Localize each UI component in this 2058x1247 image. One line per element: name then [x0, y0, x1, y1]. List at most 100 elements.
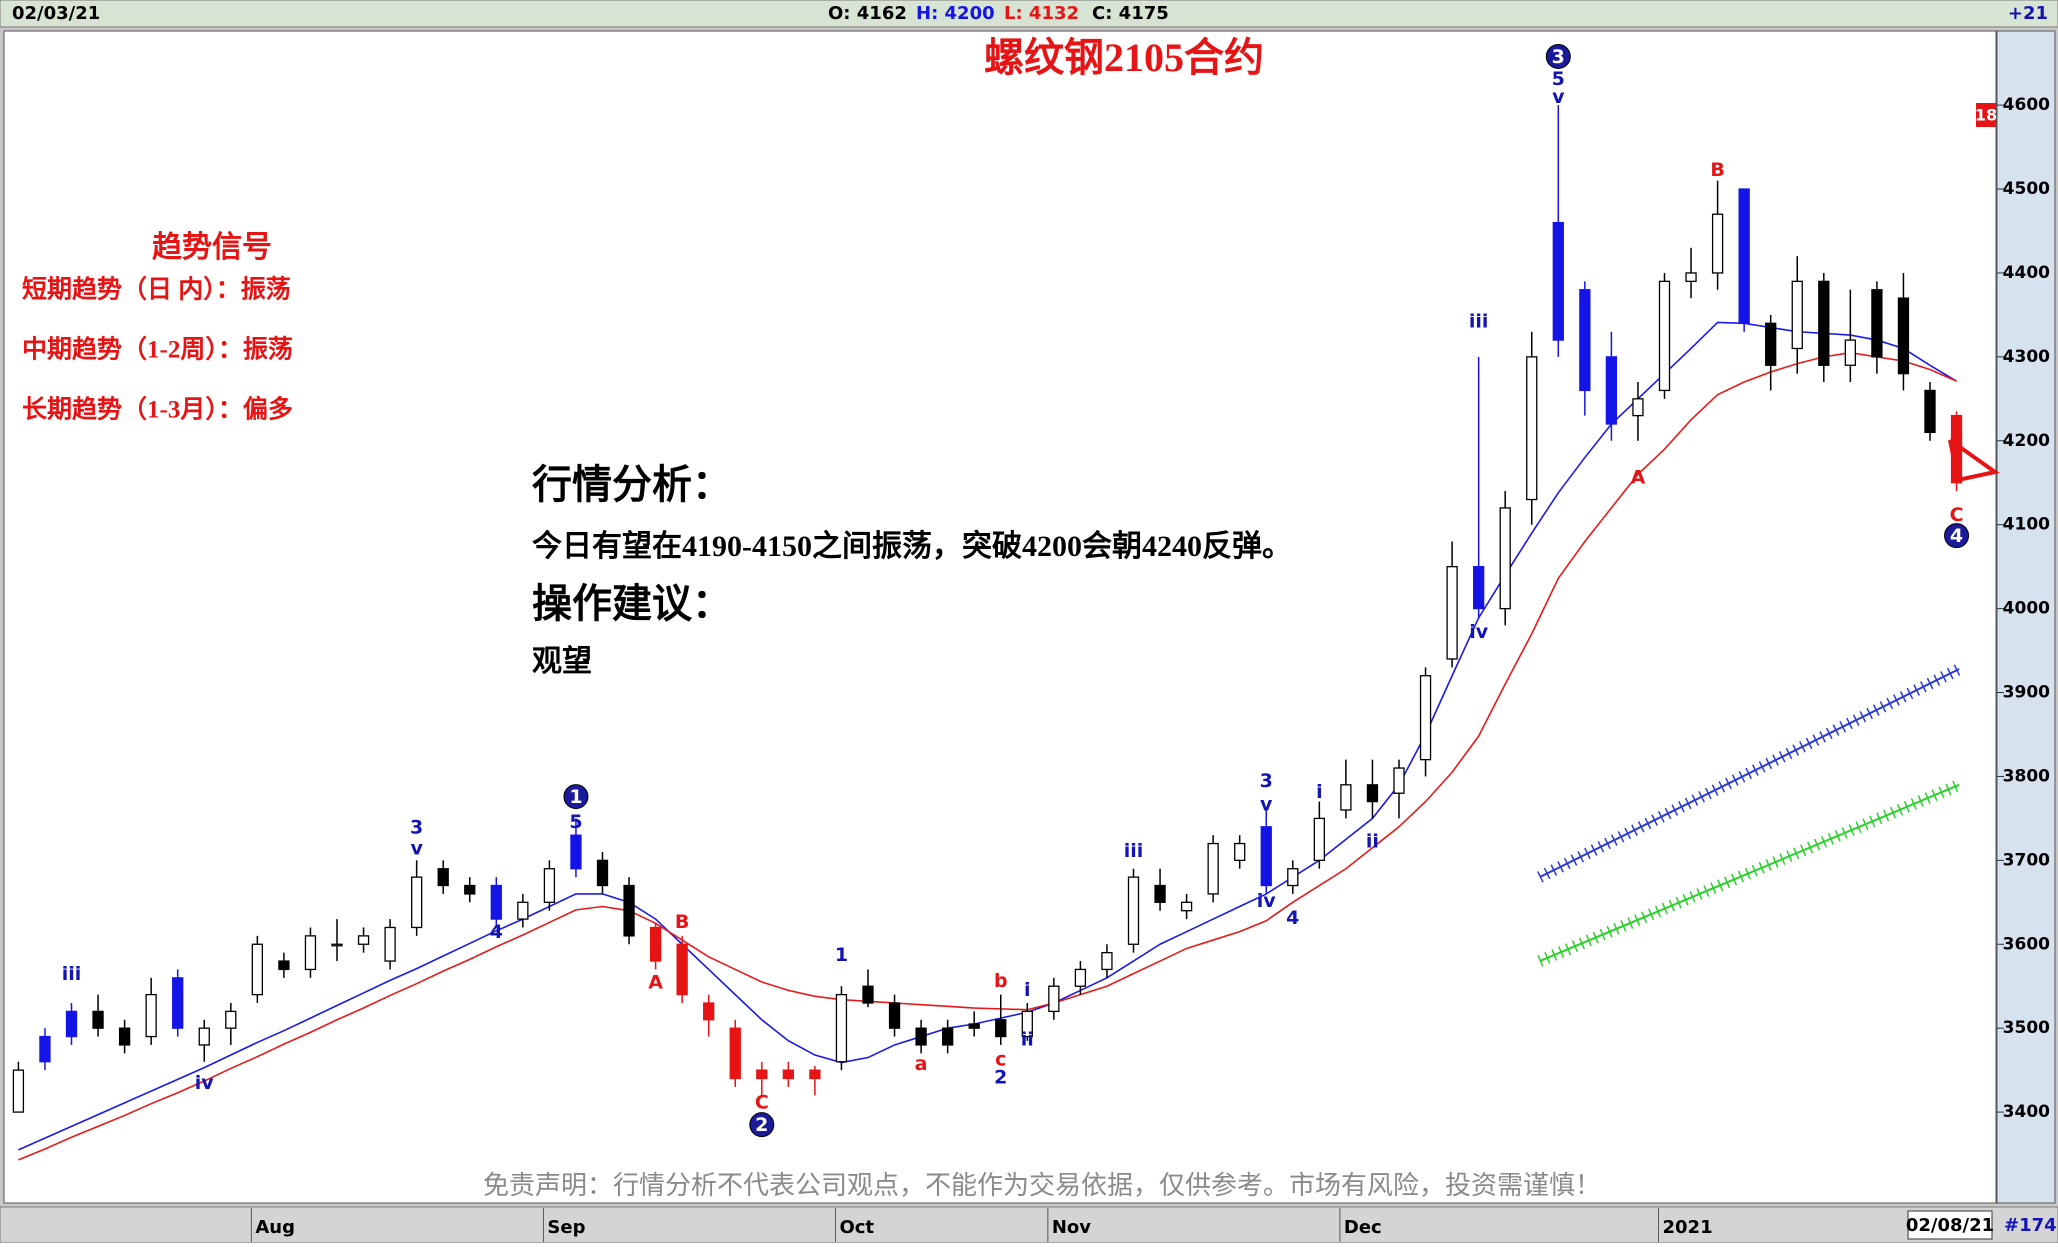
analysis-heading: 行情分析：	[532, 462, 732, 507]
candle-body	[357, 935, 370, 945]
wave-label: 4	[490, 921, 503, 943]
candle-body	[384, 926, 396, 962]
trend-line: 中期趋势（1-2周）：振荡	[22, 335, 293, 364]
candle-body	[1207, 842, 1219, 895]
candle-body	[1287, 868, 1299, 887]
candle-body	[1393, 767, 1405, 794]
candle-body	[809, 1069, 821, 1080]
wave-label: 4	[1950, 525, 1963, 547]
y-tick-label: 4400	[2003, 263, 2050, 283]
candle-body	[517, 901, 529, 920]
wave-label: 5	[1552, 68, 1565, 90]
y-tick-label: 4300	[2003, 347, 2050, 367]
y-tick-label: 3500	[2003, 1018, 2050, 1038]
x-tick-label: Nov	[1052, 1217, 1091, 1238]
candle-body	[888, 1002, 901, 1029]
candle-body	[1260, 826, 1272, 887]
candle-body	[490, 884, 502, 920]
advice-heading: 操作建议：	[532, 581, 732, 626]
candle-body	[1791, 280, 1803, 350]
wave-label: A	[1631, 466, 1646, 488]
chart-title: 螺纹钢2105合约	[984, 35, 1264, 80]
top-date: 02/03/21	[12, 3, 100, 24]
x-tick-label: 2021	[1663, 1217, 1713, 1238]
price-tag: 18	[1975, 106, 1997, 125]
candle-body	[172, 977, 184, 1029]
candle-body	[1526, 356, 1538, 501]
candle-body	[39, 1035, 51, 1063]
candle-body	[198, 1027, 210, 1046]
candle-body	[1473, 566, 1485, 610]
wave-label: iii	[1124, 840, 1144, 862]
candle-body	[65, 1010, 78, 1038]
wave-label: 2	[755, 1114, 768, 1136]
advice-text: 观望	[532, 645, 592, 678]
wave-label: iv	[1257, 890, 1277, 912]
y-tick-label: 4500	[2003, 179, 2050, 199]
wave-label: A	[648, 972, 663, 994]
wave-label: b	[994, 970, 1008, 992]
wave-label: iii	[62, 963, 82, 985]
bottom-bar	[0, 1206, 2058, 1244]
wave-label: 5	[569, 811, 582, 833]
candle-body	[1658, 280, 1671, 392]
candle-body	[1446, 566, 1458, 660]
candle-body	[1048, 985, 1060, 1013]
candle-body	[1127, 876, 1140, 945]
candle-body	[278, 960, 290, 971]
candle-body	[942, 1027, 954, 1046]
trend-line: 短期趋势（日 内）：振荡	[22, 275, 291, 304]
x-tick-label: Sep	[547, 1217, 585, 1238]
candle-body	[1234, 842, 1246, 861]
wave-label: ii	[1021, 1029, 1034, 1051]
candle-body	[464, 884, 476, 895]
x-tick-label: Dec	[1344, 1217, 1382, 1238]
bottom-date-box	[1907, 1210, 1993, 1240]
candle-body	[703, 1002, 715, 1021]
candle-body	[145, 993, 157, 1038]
candle-body	[1711, 213, 1724, 274]
wave-label: 3	[1260, 770, 1273, 792]
trend-line: 长期趋势（1-3月）：偏多	[22, 395, 293, 424]
wave-label: c	[995, 1049, 1006, 1071]
candle-body	[1605, 356, 1618, 425]
candle-body	[1499, 507, 1511, 610]
wave-label: B	[1710, 159, 1724, 181]
y-tick-label: 4200	[2003, 431, 2050, 451]
candle-body	[1552, 221, 1564, 341]
bottom-count: #174	[2004, 1215, 2057, 1236]
wave-label: B	[675, 911, 689, 933]
candle-body	[596, 859, 609, 887]
candle-body	[968, 1023, 980, 1029]
candle-body	[12, 1069, 25, 1113]
ohlc-value: C: 4175	[1092, 3, 1169, 24]
candle-body	[1685, 272, 1697, 282]
candle-body	[1101, 952, 1113, 971]
moving-average	[18, 351, 1957, 1161]
candle-body	[1950, 414, 1963, 484]
channel-hatch	[1537, 663, 1962, 883]
candle-body	[251, 943, 264, 996]
wave-label: iii	[1469, 310, 1489, 332]
candle-body	[118, 1027, 131, 1046]
y-tick-label: 4100	[2003, 515, 2050, 535]
candle-body	[915, 1027, 927, 1046]
top-bar	[0, 0, 2058, 28]
y-tick-label: 3800	[2003, 766, 2050, 786]
candle-body	[1074, 968, 1087, 987]
wave-label: C	[1950, 504, 1964, 526]
candle-body	[835, 993, 848, 1063]
wave-label: v	[410, 837, 423, 859]
ohlc-value: L: 4132	[1004, 3, 1079, 24]
channel-hatch	[1537, 779, 1962, 967]
candle-body	[1154, 884, 1166, 903]
wave-label: C	[755, 1092, 769, 1114]
y-axis-panel	[1996, 30, 2056, 1204]
wave-label: 3	[410, 816, 423, 838]
y-tick-label: 3900	[2003, 683, 2050, 703]
top-change: +21	[2008, 3, 2048, 24]
candle-body	[1340, 784, 1352, 811]
candle-body	[649, 926, 662, 962]
